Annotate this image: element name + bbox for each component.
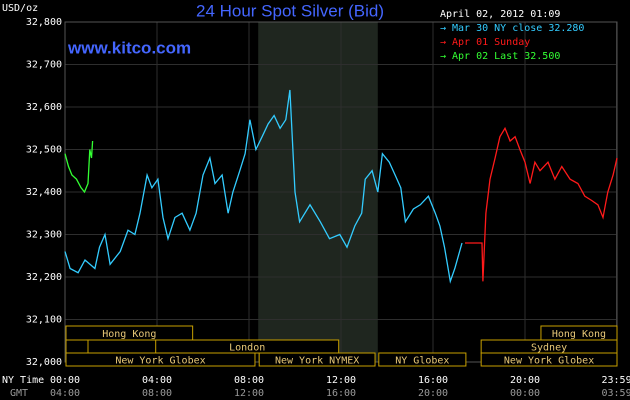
legend-label: Mar 30 NY close 32.280 xyxy=(452,23,584,34)
session-label: New York Globex xyxy=(115,356,205,367)
y-tick-label: 32,200 xyxy=(26,272,62,283)
y-tick-label: 32,800 xyxy=(26,17,62,28)
gmt-tick-label: 20:00 xyxy=(418,388,448,399)
x-tick-label: 16:00 xyxy=(418,375,448,386)
x-tick-label: 23:59 xyxy=(601,375,630,386)
gmt-tick-label: 03:59 xyxy=(601,388,630,399)
x-tick-label: 04:00 xyxy=(142,375,172,386)
session-label: New York Globex xyxy=(504,356,594,367)
x-tick-label: 00:00 xyxy=(50,375,80,386)
y-unit: USD/oz xyxy=(2,3,38,14)
session-label: Hong Kong xyxy=(552,329,606,340)
session-box xyxy=(65,325,194,341)
timestamp: April 02, 2012 01:09 xyxy=(440,9,560,20)
session-box xyxy=(378,352,467,367)
x-tick-label: 08:00 xyxy=(234,375,264,386)
session-box xyxy=(480,352,618,367)
series-line xyxy=(64,89,463,284)
y-tick-label: 32,700 xyxy=(26,60,62,71)
series-line xyxy=(64,140,94,194)
y-tick-label: 32,400 xyxy=(26,187,62,198)
website: www.kitco.com xyxy=(67,38,191,57)
y-tick-label: 32,000 xyxy=(26,357,62,368)
session-box xyxy=(65,352,256,367)
gmt-tick-label: 16:00 xyxy=(326,388,356,399)
legend-label: Apr 01 Sunday xyxy=(452,37,530,48)
gmt-tick-label: 00:00 xyxy=(510,388,540,399)
x2-axis-label: GMT xyxy=(10,388,28,399)
gmt-tick-label: 04:00 xyxy=(50,388,80,399)
gmt-tick-label: 08:00 xyxy=(142,388,172,399)
session-label: London xyxy=(229,343,265,354)
y-tick-label: 32,600 xyxy=(26,102,62,113)
plot-background xyxy=(64,21,618,363)
x-axis-label: NY Time xyxy=(2,375,44,386)
gmt-tick-label: 12:00 xyxy=(234,388,264,399)
series-line xyxy=(465,126,618,282)
legend-label: Apr 02 Last 32.500 xyxy=(452,51,560,62)
session-label: Sydney xyxy=(531,343,567,354)
y-tick-label: 32,100 xyxy=(26,315,62,326)
session-box xyxy=(258,352,376,367)
session-box xyxy=(65,339,89,354)
chart-title: 24 Hour Spot Silver (Bid) xyxy=(196,1,384,20)
session-label: NY Globex xyxy=(395,356,449,367)
y-tick-label: 32,300 xyxy=(26,230,62,241)
session-label: New York NYMEX xyxy=(275,356,359,367)
legend-marker: → xyxy=(440,37,446,48)
x-tick-label: 20:00 xyxy=(510,375,540,386)
y-tick-label: 32,500 xyxy=(26,145,62,156)
session-label: Hong Kong xyxy=(102,329,156,340)
legend-marker: → xyxy=(440,51,446,62)
legend-marker: → xyxy=(440,23,446,34)
x-tick-label: 12:00 xyxy=(326,375,356,386)
